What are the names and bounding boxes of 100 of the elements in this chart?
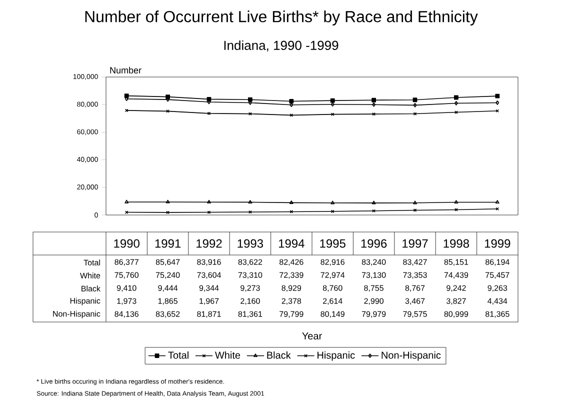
point xyxy=(454,208,458,212)
data-label: 75,760 xyxy=(114,272,139,279)
x-tick-label: 1998 xyxy=(444,239,470,248)
data-label: 81,871 xyxy=(197,311,221,318)
data-label: 4,434 xyxy=(488,298,508,305)
data-label: 81,365 xyxy=(486,311,510,318)
point xyxy=(454,95,458,100)
x-tick-label: 1999 xyxy=(484,239,510,248)
legend-label: Non-Hispanic xyxy=(382,351,441,361)
data-label: 83,622 xyxy=(238,259,262,266)
point xyxy=(413,200,417,204)
data-label: 73,353 xyxy=(403,272,427,279)
data-label: 85,151 xyxy=(444,259,468,266)
data-label: 73,604 xyxy=(197,272,222,279)
data-label: 8,929 xyxy=(282,285,302,292)
data-label: 3,827 xyxy=(446,298,466,305)
data-label: 79,979 xyxy=(362,311,386,318)
text: Year xyxy=(302,332,322,340)
data-label: 84,136 xyxy=(114,311,138,318)
legend-label: Total xyxy=(168,351,188,359)
point xyxy=(289,200,294,204)
data-label: 8,760 xyxy=(322,285,342,292)
point xyxy=(124,93,129,98)
x-tick-label: 1990 xyxy=(114,239,140,248)
data-label: 83,427 xyxy=(403,259,427,266)
data-label: 79,575 xyxy=(403,311,427,318)
data-label: 9,263 xyxy=(488,285,508,292)
data-label: 1,865 xyxy=(158,298,178,305)
point xyxy=(454,200,458,204)
point xyxy=(330,210,334,213)
point xyxy=(372,102,376,107)
point xyxy=(248,112,252,116)
x-tick-label: 1992 xyxy=(196,239,222,248)
data-label: 2,990 xyxy=(364,298,384,305)
data-label: 81,361 xyxy=(238,311,262,318)
data-label: 82,426 xyxy=(280,259,304,266)
data-label: 9,344 xyxy=(199,285,219,292)
data-label: 1,967 xyxy=(200,298,219,305)
data-label: 86,194 xyxy=(486,259,510,266)
data-label: 1,973 xyxy=(117,298,136,305)
point xyxy=(207,200,211,204)
data-label: 74,439 xyxy=(444,272,468,279)
data-label: 79,799 xyxy=(280,311,304,318)
point xyxy=(166,200,170,204)
legend-label: Black xyxy=(267,351,291,359)
data-label: 9,444 xyxy=(158,285,178,292)
data-label: 75,240 xyxy=(156,272,180,279)
point xyxy=(166,109,170,113)
data-label: 72,339 xyxy=(280,272,304,279)
point xyxy=(289,98,294,104)
data-label: 2,614 xyxy=(323,298,342,305)
data-label: 83,916 xyxy=(197,259,221,266)
text: Non-Hispanic xyxy=(53,310,100,318)
point xyxy=(413,102,417,108)
text: Black xyxy=(82,285,100,292)
data-label: 9,242 xyxy=(446,285,466,292)
point xyxy=(290,113,294,117)
x-tick-label: 1991 xyxy=(155,239,181,248)
x-tick-label: 1993 xyxy=(238,239,264,248)
data-label: 80,999 xyxy=(444,311,468,318)
data-label: 8,767 xyxy=(405,285,425,292)
text: Total xyxy=(84,259,100,266)
point xyxy=(248,97,252,102)
point xyxy=(495,94,500,98)
chart-title: Number of Occurrent Live Births* by Race and Ethnicity xyxy=(85,10,478,26)
data-label: 3,467 xyxy=(405,298,425,305)
data-label: 2,378 xyxy=(282,298,302,305)
data-label: 73,310 xyxy=(238,272,262,279)
data-label: 75,457 xyxy=(486,272,510,279)
chart-subtitle: Indiana, 1990 -1999 xyxy=(224,40,338,52)
x-tick-label: 1995 xyxy=(320,239,346,248)
data-label: 85,647 xyxy=(156,259,180,266)
point xyxy=(454,110,458,114)
point xyxy=(372,200,376,204)
point xyxy=(412,98,418,102)
data-label: 83,240 xyxy=(362,259,386,266)
data-label: 86,377 xyxy=(114,259,138,266)
data-label: 80,149 xyxy=(320,311,344,318)
data-label: 82,916 xyxy=(320,259,344,266)
data-label: 8,755 xyxy=(364,285,384,292)
point xyxy=(330,102,334,106)
text: Hispanic xyxy=(70,298,100,306)
point xyxy=(372,98,376,102)
data-label: 72,974 xyxy=(320,272,345,279)
x-tick-label: 1996 xyxy=(361,239,387,248)
point xyxy=(330,200,335,204)
x-tick-label: 1997 xyxy=(402,239,428,248)
point xyxy=(330,98,335,103)
legend-label: White xyxy=(215,351,240,359)
data-label: 73,130 xyxy=(362,272,386,279)
data-label: 9,273 xyxy=(240,285,260,292)
point xyxy=(248,200,252,204)
x-tick-label: 1994 xyxy=(278,239,304,248)
data-label: 83,652 xyxy=(156,311,180,318)
legend-label: Hispanic xyxy=(318,351,355,361)
y-axis-title: Number xyxy=(110,66,142,74)
point xyxy=(454,100,458,106)
data-label: 9,410 xyxy=(116,285,136,292)
data-label: 2,160 xyxy=(240,298,260,305)
text: White xyxy=(80,272,100,278)
